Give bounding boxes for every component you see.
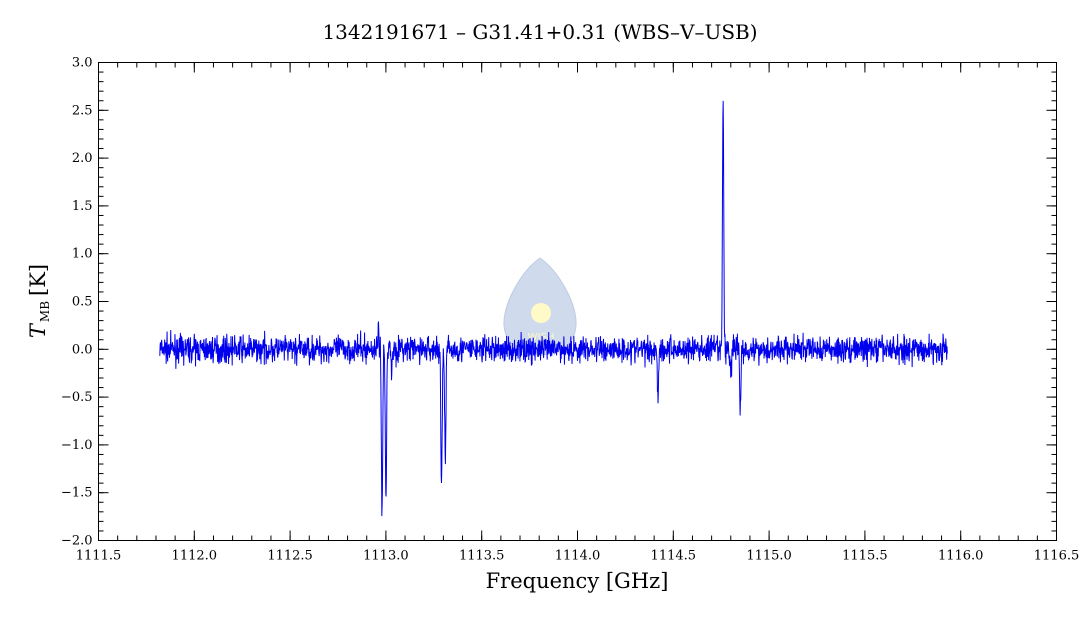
y-tick-label: −1.0 (61, 438, 93, 453)
series-line (159, 100, 948, 517)
x-tick-labels: 1111.5 1112.0 1112.5 1113.0 1113.5 1114.0 1114… (76, 549, 1080, 564)
axis-ticks (98, 62, 1057, 541)
x-tick-label: 1113.5 (459, 549, 505, 564)
y-tick-label: 0.0 (72, 342, 93, 357)
x-tick-label: 1112.5 (267, 549, 313, 564)
y-axis-symbol: T (26, 322, 50, 338)
y-tick-label: −0.5 (61, 390, 93, 405)
x-axis-label: Frequency [GHz] (486, 569, 669, 593)
chart-title: 1342191671 – G31.41+0.31 (WBS–V–USB) (322, 20, 757, 44)
y-tick-label: −2.0 (61, 534, 93, 549)
y-tick-label: 1.0 (72, 247, 93, 262)
y-tick-label: 3.0 (72, 56, 93, 71)
y-axis-unit: [K] (26, 264, 50, 296)
x-tick-label: 1111.5 (76, 549, 122, 564)
x-tick-label: 1114.0 (555, 549, 601, 564)
x-tick-label: 1115.0 (746, 549, 792, 564)
x-tick-label: 1116.0 (938, 549, 984, 564)
x-tick-label: 1114.5 (651, 549, 697, 564)
x-tick-label: 1116.5 (1034, 549, 1080, 564)
plot-frame (98, 62, 1057, 541)
y-tick-label: 0.5 (72, 295, 93, 310)
x-tick-label: 1112.0 (172, 549, 218, 564)
svg-text:TMB[K]: TMB [K] (26, 264, 52, 338)
y-tick-label: 2.5 (72, 103, 93, 118)
y-axis-label: TMB [K] (26, 264, 52, 338)
y-tick-label: 2.0 (72, 151, 93, 166)
y-axis-subscript: MB (38, 301, 52, 322)
wish-logo-text: WISH (528, 332, 555, 343)
x-tick-label: 1113.0 (363, 549, 409, 564)
x-tick-label: 1115.5 (842, 549, 888, 564)
y-tick-labels: −2.0 −1.5 −1.0 −0.5 0.0 0.5 1.0 1.5 2.0 2.5 3.0 (61, 56, 93, 549)
y-tick-label: −1.5 (61, 486, 93, 501)
y-tick-label: 1.5 (72, 199, 93, 214)
wish-star-glow-icon (531, 303, 551, 323)
